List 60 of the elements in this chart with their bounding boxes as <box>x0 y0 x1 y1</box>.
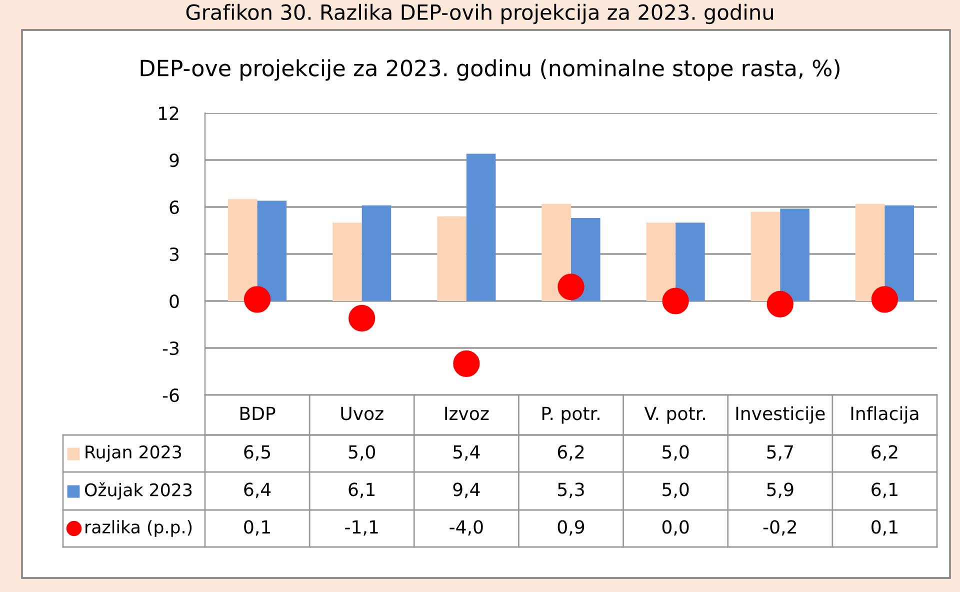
legend-label: razlika (p.p.) <box>86 520 192 537</box>
data-label: 5,0 <box>662 482 689 498</box>
point <box>558 274 584 300</box>
x-tick-label: P. potr. <box>542 406 600 424</box>
bar <box>855 204 885 301</box>
data-label: 0,9 <box>558 520 584 536</box>
bar <box>228 199 258 301</box>
bar <box>542 204 571 301</box>
data-label: 6,2 <box>558 445 584 461</box>
y-tick-label: 0 <box>170 294 179 308</box>
bar <box>780 208 810 301</box>
data-label: 0,1 <box>244 520 270 536</box>
data-label: -4,0 <box>450 520 483 536</box>
point <box>453 350 480 377</box>
point <box>244 286 271 313</box>
legend-label: Rujan 2023 <box>86 445 182 462</box>
x-tick-label: V. potr. <box>644 406 705 424</box>
y-tick-label: 3 <box>170 247 179 262</box>
x-tick-label: Inflacija <box>851 406 918 424</box>
data-label: 5,4 <box>453 445 480 461</box>
y-tick-label: 9 <box>170 153 179 168</box>
point <box>662 288 689 314</box>
bar <box>646 222 676 301</box>
point <box>766 290 794 318</box>
data-label: 0,1 <box>872 520 898 536</box>
y-tick-label: -3 <box>162 341 179 356</box>
data-label: 6,1 <box>348 482 375 498</box>
data-label: 6,5 <box>244 445 270 461</box>
y-tick-label: -6 <box>162 388 179 402</box>
data-label: -1,1 <box>345 520 378 536</box>
bar <box>884 205 914 301</box>
point <box>871 286 898 313</box>
bar <box>257 200 287 301</box>
chart-subtitle: DEP-ove projekcije za 2023. godinu (nominalne stope rasta, %) <box>140 59 840 81</box>
legend-label: Ožujak 2023 <box>84 482 192 500</box>
bar <box>466 154 496 301</box>
x-tick-label: BDP <box>240 406 276 420</box>
x-tick-label: Izvoz <box>445 406 489 420</box>
y-tick-label: 6 <box>170 200 179 214</box>
data-label: 5,0 <box>348 445 376 461</box>
x-tick-label: Investicije <box>736 406 825 424</box>
bar <box>437 216 466 301</box>
chart-title: Grafikon 30. Razlika DEP-ovih projekcija za 2023. godinu <box>186 4 773 24</box>
data-label: 9,4 <box>453 482 480 498</box>
data-label: -0,2 <box>763 520 796 536</box>
bar <box>676 222 705 301</box>
data-label: 5,0 <box>662 445 689 461</box>
bar <box>362 205 392 301</box>
data-label: 5,9 <box>767 482 794 498</box>
data-label: 6,2 <box>872 445 898 461</box>
data-label: 0,0 <box>662 520 689 536</box>
x-tick-label: Uvoz <box>341 406 384 420</box>
bar <box>750 212 780 301</box>
y-tick-label: 12 <box>159 106 178 120</box>
bar <box>332 222 362 301</box>
point <box>348 304 376 332</box>
data-label: 5,7 <box>767 445 793 461</box>
data-label: 6,4 <box>244 482 271 498</box>
data-label: 5,3 <box>558 482 584 498</box>
data-label: 6,1 <box>872 482 898 498</box>
